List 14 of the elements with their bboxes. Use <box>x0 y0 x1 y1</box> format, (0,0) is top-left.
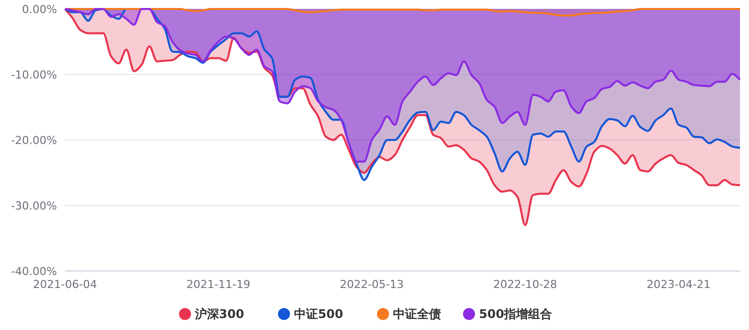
x-tick-label: 2022-05-13 <box>340 278 404 291</box>
y-tick-label: -40.00% <box>11 265 57 278</box>
legend-label: 中证500 <box>294 307 344 321</box>
y-tick-label: -10.00% <box>11 68 57 82</box>
x-tick-label: 2021-11-19 <box>186 278 250 291</box>
legend-label: 沪深300 <box>194 307 244 321</box>
y-tick-label: 0.00% <box>22 3 57 16</box>
y-tick-label: -20.00% <box>11 134 57 147</box>
legend-label: 500指增组合 <box>479 307 554 321</box>
y-tick-label: -30.00% <box>11 200 57 212</box>
legend-label: 中证全债 <box>393 307 441 321</box>
x-tick-label: 2023-04-21 <box>646 278 711 291</box>
x-tick-label: 2022-10-28 <box>493 278 558 291</box>
x-tick-label: 2021-06-04 <box>33 278 97 291</box>
